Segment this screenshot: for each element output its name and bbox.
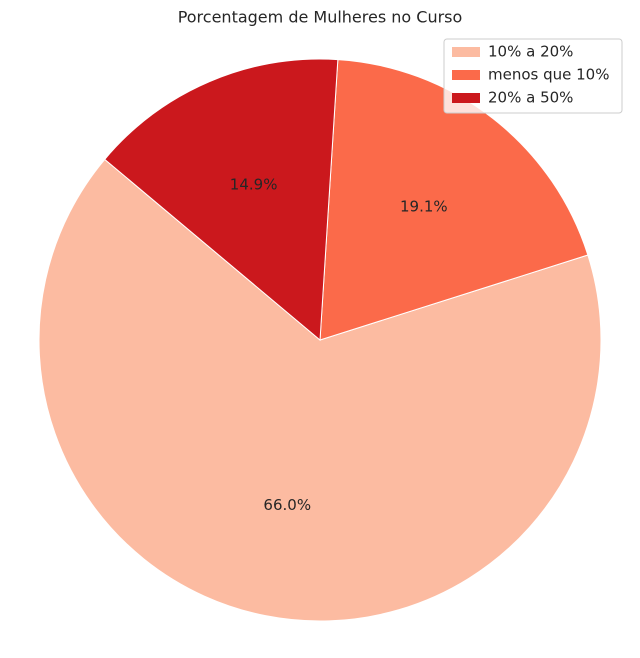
legend-label: 20% a 50% xyxy=(488,89,573,107)
pie-slice xyxy=(104,58,339,342)
value-label: 19.1% xyxy=(400,198,448,216)
pie-slice xyxy=(319,59,589,341)
legend-swatch xyxy=(452,70,480,80)
chart-title: Porcentagem de Mulheres no Curso xyxy=(178,8,463,27)
legend-box xyxy=(443,38,623,114)
legend-label: menos que 10% xyxy=(488,66,609,84)
value-label: 14.9% xyxy=(230,176,278,194)
value-label: 66.0% xyxy=(263,496,311,514)
legend-swatch xyxy=(452,93,480,103)
legend-label: 10% a 20% xyxy=(488,43,573,61)
pie-slice xyxy=(38,158,602,622)
legend-swatch xyxy=(452,47,480,57)
